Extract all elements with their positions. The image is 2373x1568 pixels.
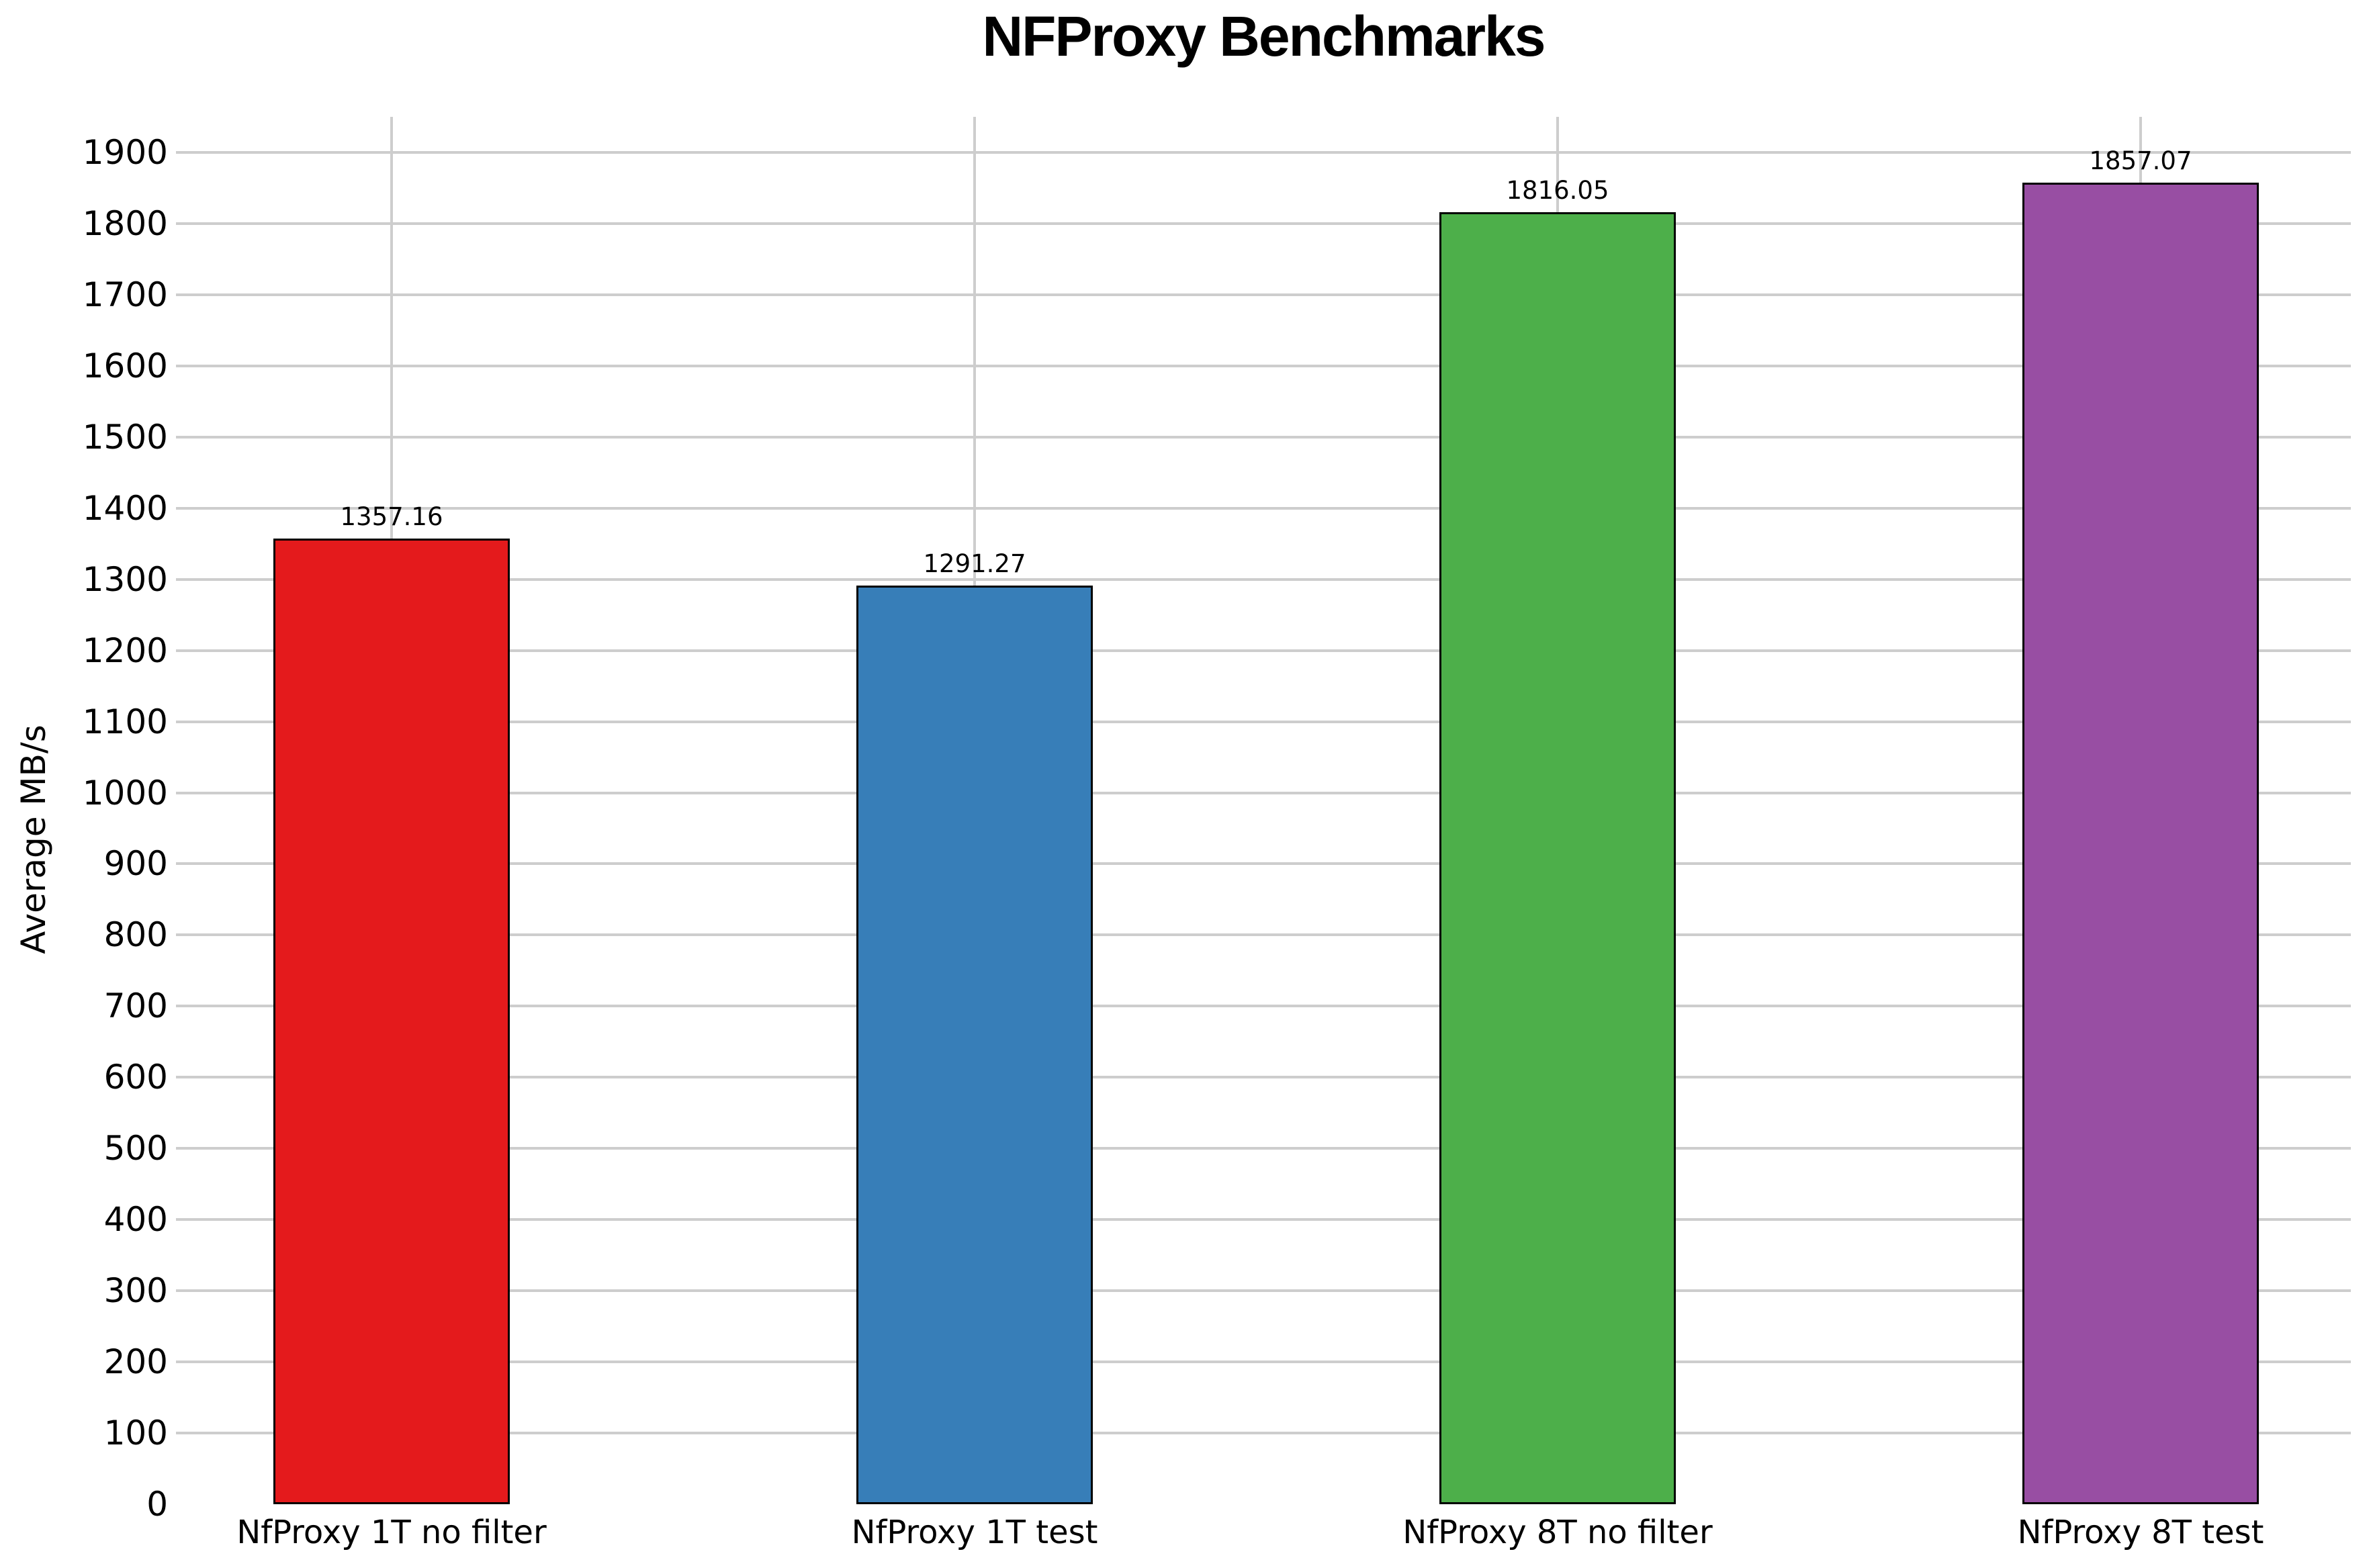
horizontal-gridline [176,1432,2351,1435]
horizontal-gridline [176,506,2351,510]
bar [273,539,510,1504]
y-tick-label: 100 [103,1414,168,1453]
horizontal-gridline [176,649,2351,652]
bar [1439,212,1676,1504]
bar-value-label: 1357.16 [340,502,443,532]
bar-value-label: 1857.07 [2089,146,2192,176]
y-tick-label: 500 [103,1129,168,1168]
y-tick-label: 1600 [82,346,168,385]
y-tick-label: 1400 [82,488,168,528]
horizontal-gridline [176,1076,2351,1079]
bar [2022,183,2259,1504]
y-tick-label: 1200 [82,631,168,670]
horizontal-gridline [176,933,2351,937]
horizontal-gridline [176,150,2351,154]
bar-value-label: 1291.27 [923,549,1026,578]
horizontal-gridline [176,1005,2351,1008]
y-tick-label: 800 [103,915,168,955]
y-tick-label: 1800 [82,203,168,243]
x-tick-label: NfProxy 1T no filter [236,1514,547,1551]
chart-title: NFProxy Benchmarks [982,5,1546,68]
y-tick-label: 300 [103,1271,168,1311]
horizontal-gridline [176,862,2351,866]
y-tick-label: 900 [103,844,168,884]
horizontal-gridline [176,293,2351,296]
horizontal-gridline [176,1361,2351,1364]
y-tick-label: 0 [146,1485,168,1524]
y-tick-label: 700 [103,986,168,1026]
x-tick-label: NfProxy 8T no filter [1402,1514,1713,1551]
bar [856,585,1093,1504]
horizontal-gridline [176,222,2351,225]
horizontal-gridline [176,578,2351,581]
horizontal-gridline [176,1289,2351,1293]
horizontal-gridline [176,791,2351,794]
y-tick-label: 1900 [82,132,168,172]
horizontal-gridline [176,1147,2351,1150]
y-tick-label: 400 [103,1200,168,1240]
y-tick-label: 200 [103,1342,168,1382]
x-tick-label: NfProxy 8T test [2017,1514,2264,1551]
y-tick-label: 1100 [82,702,168,741]
y-tick-label: 1700 [82,275,168,314]
y-tick-label: 600 [103,1058,168,1097]
horizontal-gridline [176,364,2351,367]
y-tick-label: 1300 [82,559,168,599]
y-tick-label: 1000 [82,773,168,813]
horizontal-gridline [176,1218,2351,1221]
horizontal-gridline [176,720,2351,723]
horizontal-gridline [176,435,2351,439]
bar-value-label: 1816.05 [1506,175,1609,205]
x-tick-label: NfProxy 1T test [851,1514,1098,1551]
y-tick-label: 1500 [82,417,168,457]
